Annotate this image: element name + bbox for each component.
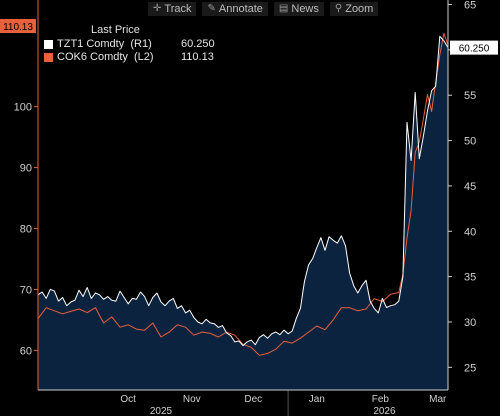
legend-title: Last Price bbox=[91, 24, 140, 36]
series-lines bbox=[37, 33, 449, 356]
left-tick-label: 70 bbox=[20, 284, 32, 296]
last-value-tags: 60.250 110.13 bbox=[0, 19, 498, 55]
legend-label-tzt1: TZT1 Comdty (R1) bbox=[57, 38, 152, 50]
right-tick-label: 30 bbox=[464, 317, 476, 329]
x-tick-label: Nov bbox=[183, 394, 201, 405]
last-value-text-tzt1: 60.250 bbox=[459, 44, 490, 55]
news-label: News bbox=[291, 3, 319, 15]
right-tick-label: 55 bbox=[464, 90, 476, 102]
right-tick-label: 50 bbox=[464, 136, 476, 148]
legend-swatch-tzt1 bbox=[44, 40, 53, 49]
legend-label-cok6: COK6 Comdty (L2) bbox=[57, 51, 154, 63]
chart-toolbar: ✛ Track ✎ Annotate ▤ News ⚲ Zoom bbox=[148, 2, 379, 16]
track-button[interactable]: ✛ Track bbox=[148, 2, 197, 16]
track-label: Track bbox=[164, 3, 192, 15]
last-value-tag-cok6 bbox=[0, 19, 36, 33]
left-tick-label: 100 bbox=[14, 102, 32, 114]
crosshair-icon: ✛ bbox=[153, 3, 162, 14]
annotate-button[interactable]: ✎ Annotate bbox=[202, 2, 268, 16]
right-tick-label: 35 bbox=[464, 272, 476, 284]
left-tick-label: 80 bbox=[20, 224, 32, 236]
chart-legend: Last Price TZT1 Comdty (R1) 60.250 COK6 C… bbox=[44, 24, 215, 64]
legend-swatch-cok6 bbox=[44, 53, 53, 62]
legend-value-tzt1: 60.250 bbox=[181, 38, 215, 50]
x-tick-label: Jan bbox=[309, 394, 325, 405]
axes bbox=[34, 0, 452, 391]
last-value-text-cok6: 110.13 bbox=[3, 22, 33, 33]
x-tick-label: Feb bbox=[372, 394, 390, 405]
series-line-tzt1 bbox=[37, 35, 449, 347]
area-fill-tzt1 bbox=[38, 36, 448, 391]
zoom-button[interactable]: ⚲ Zoom bbox=[329, 2, 379, 16]
x-tick-label: Mar bbox=[429, 394, 447, 405]
series-line-cok6 bbox=[37, 33, 449, 356]
series-area-fill bbox=[38, 36, 448, 391]
legend-row-tzt1[interactable]: TZT1 Comdty (R1) 60.250 bbox=[44, 38, 215, 51]
news-button[interactable]: ▤ News bbox=[273, 2, 324, 16]
last-value-tag-tzt1 bbox=[450, 40, 498, 55]
zoom-label: Zoom bbox=[345, 3, 374, 15]
pencil-icon: ✎ bbox=[207, 3, 216, 14]
year-label: 2026 bbox=[373, 406, 396, 416]
right-tick-label: 45 bbox=[464, 181, 476, 193]
right-tick-label: 65 bbox=[464, 0, 476, 12]
year-label: 2025 bbox=[150, 406, 173, 416]
magnifier-icon: ⚲ bbox=[334, 3, 343, 14]
legend-row-cok6[interactable]: COK6 Comdty (L2) 110.13 bbox=[44, 51, 215, 64]
left-tick-label: 90 bbox=[20, 163, 32, 175]
x-tick-label: Oct bbox=[120, 394, 136, 405]
x-tick-label: Dec bbox=[244, 394, 262, 405]
news-icon: ▤ bbox=[278, 3, 289, 14]
right-tick-label: 40 bbox=[464, 226, 476, 238]
annotate-label: Annotate bbox=[218, 3, 263, 15]
left-tick-label: 60 bbox=[20, 345, 32, 357]
right-tick-label: 25 bbox=[464, 362, 476, 374]
legend-value-cok6: 110.13 bbox=[181, 51, 214, 63]
